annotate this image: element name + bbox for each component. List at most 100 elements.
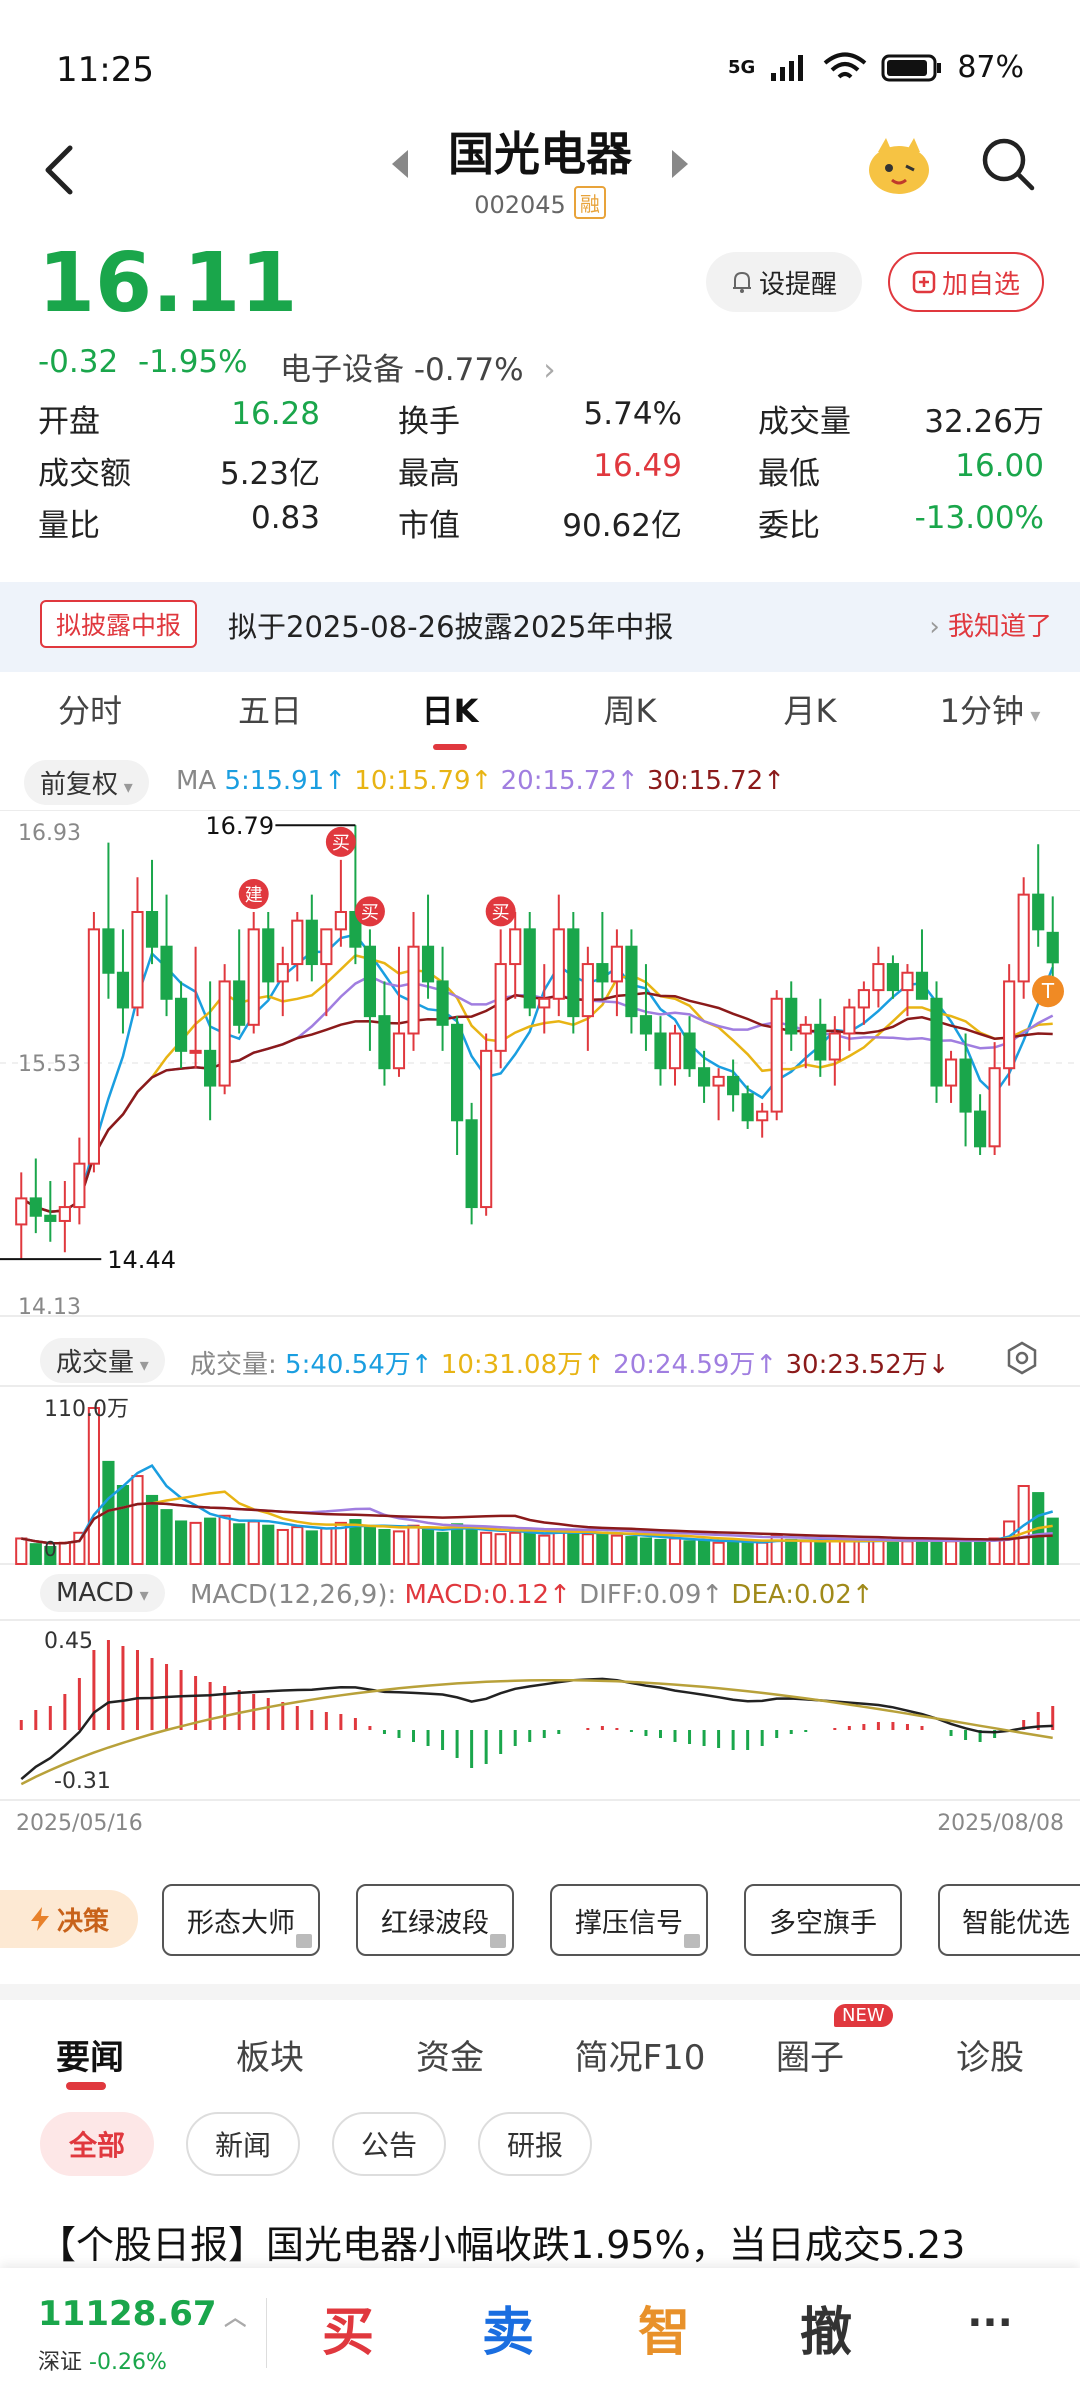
candle-body xyxy=(174,997,188,1052)
volume-bar xyxy=(58,1541,71,1566)
volume-bar xyxy=(654,1538,667,1566)
margin-tag: 融 xyxy=(573,186,606,219)
filter-all[interactable]: 全部 xyxy=(40,2112,154,2176)
notice-ack-button[interactable]: › 我知道了 xyxy=(929,606,1052,643)
candle-body xyxy=(596,963,609,983)
candle-body xyxy=(421,945,435,983)
volume-bar xyxy=(741,1541,754,1566)
trade-marker xyxy=(238,878,269,909)
volume-bar xyxy=(901,1540,914,1565)
tool-smart-pick[interactable]: 智能优选 xyxy=(938,1884,1080,1956)
volume-bar xyxy=(29,1543,42,1565)
ma10-line xyxy=(20,954,1053,1213)
chevron-right-icon: › xyxy=(533,352,556,388)
sector-link[interactable]: 电子设备 -0.77% › xyxy=(280,344,556,389)
notice-tag: 拟披露中报 xyxy=(40,600,198,648)
trade-marker-label: 买 xyxy=(492,902,510,923)
candle-body xyxy=(363,945,377,1018)
stock-code-row: 002045 融 xyxy=(0,186,1080,219)
search-icon[interactable] xyxy=(978,134,1038,194)
news-tab-sectors[interactable]: 板块 xyxy=(236,2038,304,2078)
smart-button[interactable]: 智 xyxy=(637,2303,690,2363)
macd-selector-label: MACD xyxy=(56,1578,134,1608)
notice-text: 拟于2025-08-26披露2025年中报 xyxy=(228,610,674,644)
candle-body xyxy=(15,1197,28,1226)
tab-daily-k[interactable]: 日K xyxy=(421,692,479,730)
volume-bar xyxy=(44,1545,57,1565)
filter-news[interactable]: 新闻 xyxy=(186,2112,300,2176)
filter-research[interactable]: 研报 xyxy=(478,2112,592,2176)
news-tab-funds[interactable]: 资金 xyxy=(416,2038,484,2078)
ma30-value: 30:15.72↑ xyxy=(646,766,785,796)
status-icons: 5G 87% xyxy=(728,50,1024,85)
news-tab-headlines[interactable]: 要闻 xyxy=(56,2038,124,2078)
stat-label: 成交额 xyxy=(38,456,131,492)
candle-body xyxy=(988,1067,1001,1148)
ma10-value: 10:15.79↑ xyxy=(354,766,493,796)
news-headline[interactable]: 【个股日报】国光电器小幅收跌1.95%，当日成交5.23 xyxy=(38,2223,966,2267)
stat-value: 32.26万 xyxy=(924,404,1044,440)
volume-bar xyxy=(683,1540,696,1565)
notice-bar[interactable]: 拟披露中报 拟于2025-08-26披露2025年中报 › 我知道了 xyxy=(0,582,1080,672)
volume-bar xyxy=(712,1541,725,1566)
volume-selector[interactable]: 成交量 ▾ xyxy=(40,1338,165,1383)
tab-intraday[interactable]: 分时 xyxy=(57,692,122,730)
current-price: 16.11 xyxy=(38,236,298,331)
index-value[interactable]: 11128.67 ︿ xyxy=(38,2294,246,2334)
diff-value: DIFF:0.09↑ xyxy=(579,1580,724,1610)
stat-value: 16.00 xyxy=(955,448,1044,484)
chevron-up-icon: ︿ xyxy=(216,2306,247,2331)
tool-pattern-master[interactable]: 形态大师 xyxy=(162,1884,320,1956)
macd-selector[interactable]: MACD ▾ xyxy=(40,1574,165,1612)
tool-red-green-band[interactable]: 红绿波段 xyxy=(356,1884,514,1956)
ma30-line xyxy=(20,991,1053,1213)
adjust-selector[interactable]: 前复权 ▾ xyxy=(24,760,149,805)
stat-label: 成交量 xyxy=(758,404,851,440)
candle-body xyxy=(785,997,798,1035)
prev-stock-icon[interactable] xyxy=(388,148,412,180)
candle-body xyxy=(741,1093,754,1122)
tab-five-day[interactable]: 五日 xyxy=(237,692,302,730)
chevron-down-icon: ▾ xyxy=(133,1585,149,1606)
tab-weekly-k[interactable]: 周K xyxy=(603,692,657,730)
filter-announcements[interactable]: 公告 xyxy=(332,2112,446,2176)
back-icon[interactable] xyxy=(30,130,90,210)
settings-icon[interactable] xyxy=(1004,1340,1040,1376)
index-value-label: 11128.67 xyxy=(38,2294,217,2334)
volume-bar xyxy=(509,1531,522,1565)
news-tab-f10[interactable]: 简况F10 xyxy=(574,2038,706,2078)
tool-support-resistance[interactable]: 撑压信号 xyxy=(550,1884,708,1956)
candle-body xyxy=(480,1049,493,1209)
more-button[interactable]: ··· xyxy=(967,2300,1013,2346)
stat-row: 开盘 16.28 换手 5.74% 成交量 32.26万 xyxy=(38,396,1044,448)
ma5-line xyxy=(20,933,1054,1213)
add-watchlist-button[interactable]: 加自选 xyxy=(888,252,1044,312)
stat-label: 市值 xyxy=(398,508,460,544)
volume-bar xyxy=(988,1537,1001,1565)
sell-button[interactable]: 卖 xyxy=(481,2303,534,2363)
candle-body xyxy=(639,1015,653,1035)
news-tab-community[interactable]: 圈子 xyxy=(776,2038,844,2078)
candle-body xyxy=(131,910,144,1009)
decision-badge[interactable]: 决策 xyxy=(0,1890,138,1948)
next-stock-icon[interactable] xyxy=(668,148,692,180)
candle-body xyxy=(407,945,420,1035)
diff-line xyxy=(20,1677,1053,1781)
set-alert-button[interactable]: 设提醒 xyxy=(706,252,862,312)
volume-bar xyxy=(567,1531,580,1565)
tab-monthly-k[interactable]: 月K xyxy=(783,692,837,730)
volume-bar xyxy=(596,1531,609,1565)
status-bar: 11:25 5G 87% xyxy=(0,0,1080,120)
candle-body xyxy=(436,980,449,1026)
tool-bull-bear[interactable]: 多空旗手 xyxy=(744,1884,902,1956)
volume-bar xyxy=(378,1528,391,1565)
vol5-value: 5:40.54万↑ xyxy=(285,1350,433,1380)
tab-one-minute[interactable]: 1分钟 ▾ xyxy=(920,686,1060,732)
cancel-order-button[interactable]: 撤 xyxy=(799,2303,852,2363)
candle-body xyxy=(392,1032,406,1070)
volume-bar xyxy=(349,1519,362,1566)
buy-button[interactable]: 买 xyxy=(321,2303,374,2363)
news-tab-diagnosis[interactable]: 诊股 xyxy=(956,2038,1024,2078)
mascot-icon[interactable] xyxy=(864,130,934,200)
